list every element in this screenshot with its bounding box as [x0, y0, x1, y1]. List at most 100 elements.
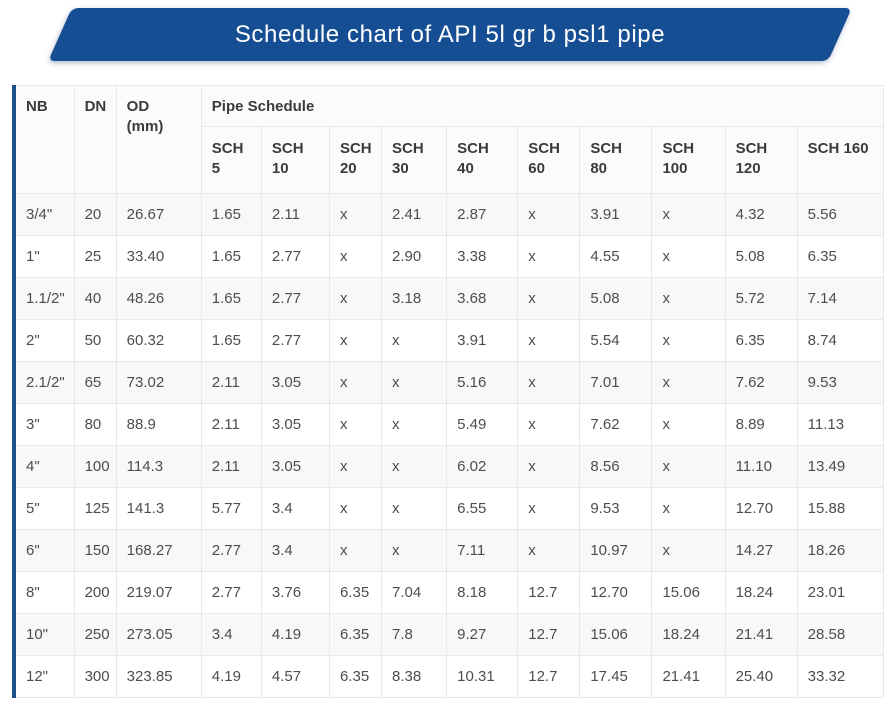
table-cell: 4.19 [260, 613, 330, 656]
table-cell: 10.31 [446, 655, 519, 698]
column-header-pipe-schedule: Pipe Schedule [200, 85, 885, 127]
table-cell: 2.77 [200, 571, 262, 614]
table-cell: 8.89 [724, 403, 798, 446]
table-cell: 3.38 [446, 235, 519, 278]
table-cell: 17.45 [579, 655, 653, 698]
table-cell: 33.40 [115, 235, 202, 278]
table-cell: 5.54 [579, 319, 653, 362]
table-cell: 7.62 [724, 361, 798, 404]
table-cell: 26.67 [115, 193, 202, 236]
column-header-sch: SCH 10 [260, 126, 330, 194]
table-row: 3/4" 20 26.67 1.65 2.11 x 2.41 2.87 x 3.91 x 4.32 5.… [13, 193, 885, 236]
table-cell: x [328, 235, 383, 278]
table-cell: 8.38 [381, 655, 448, 698]
table-cell: x [517, 277, 581, 320]
table-cell: x [517, 529, 581, 572]
table-cell: 7.11 [446, 529, 519, 572]
table-cell: x [328, 529, 383, 572]
table-cell: 5.77 [200, 487, 262, 530]
table-row: 8" 200 219.07 2.77 3.76 6.35 7.04 8.18 12.7 12.70… [13, 571, 885, 614]
title-banner: Schedule chart of API 5l gr b psl1 pipe [0, 4, 890, 64]
table-cell: 10.97 [579, 529, 653, 572]
table-cell: 12" [13, 655, 75, 698]
table-cell: x [328, 487, 383, 530]
table-cell: 13.49 [796, 445, 885, 488]
table-cell: 11.10 [724, 445, 798, 488]
table-cell: 5" [13, 487, 75, 530]
table-cell: 3.91 [446, 319, 519, 362]
table-header: NB DN OD (mm) Pipe Schedule SCH 5 SCH 10 S… [13, 85, 885, 194]
table-cell: 6.35 [328, 571, 383, 614]
table-cell: x [651, 445, 726, 488]
table-cell: 14.27 [724, 529, 798, 572]
table-cell: x [651, 235, 726, 278]
table-cell: x [517, 361, 581, 404]
column-header-sch: SCH 160 [796, 126, 885, 194]
table-cell: 9.53 [796, 361, 885, 404]
table-row: 5" 125 141.3 5.77 3.4 x x 6.55 x 9.53 x 12.70 15.88 [13, 487, 885, 530]
table-cell: x [328, 319, 383, 362]
table-cell: x [651, 319, 726, 362]
table-cell: x [651, 529, 726, 572]
table-cell: 219.07 [115, 571, 202, 614]
table-cell: x [651, 487, 726, 530]
table-cell: 12.7 [517, 655, 581, 698]
table-cell: 150 [73, 529, 117, 572]
table-cell: x [517, 487, 581, 530]
table-cell: 1.1/2" [13, 277, 75, 320]
table-cell: 8.56 [579, 445, 653, 488]
table-cell: 5.16 [446, 361, 519, 404]
column-header-sch: SCH 100 [651, 126, 726, 194]
table-cell: 12.7 [517, 613, 581, 656]
table-cell: 3.76 [260, 571, 330, 614]
table-cell: 7.04 [381, 571, 448, 614]
table-cell: 15.06 [579, 613, 653, 656]
table-cell: 4.32 [724, 193, 798, 236]
table-cell: 18.24 [651, 613, 726, 656]
table-row: 1.1/2" 40 48.26 1.65 2.77 x 3.18 3.68 x 5.08 x 5.72… [13, 277, 885, 320]
table-cell: 3" [13, 403, 75, 446]
table-cell: 12.70 [724, 487, 798, 530]
od-label: OD [126, 98, 150, 115]
table-cell: 114.3 [115, 445, 202, 488]
table-cell: 1" [13, 235, 75, 278]
table-cell: 250 [73, 613, 117, 656]
table-cell: 8.74 [796, 319, 885, 362]
table-cell: 28.58 [796, 613, 885, 656]
table-cell: 12.7 [517, 571, 581, 614]
table-cell: 200 [73, 571, 117, 614]
table-cell: 48.26 [115, 277, 202, 320]
table-cell: 1.65 [200, 319, 262, 362]
table-cell: x [651, 277, 726, 320]
table-row: 12" 300 323.85 4.19 4.57 6.35 8.38 10.31 12.7 17.… [13, 655, 885, 698]
table-cell: x [517, 445, 581, 488]
table-cell: 3.68 [446, 277, 519, 320]
table-cell: 2.11 [200, 361, 262, 404]
table-cell: 8.18 [446, 571, 519, 614]
table-cell: x [517, 193, 581, 236]
table-cell: 4.55 [579, 235, 653, 278]
column-header-sch: SCH 40 [446, 126, 519, 194]
table-cell: 3.05 [260, 361, 330, 404]
table-cell: x [381, 445, 448, 488]
table-cell: 7.14 [796, 277, 885, 320]
table-cell: 2.77 [260, 235, 330, 278]
table-cell: 80 [73, 403, 117, 446]
table-cell: 5.08 [724, 235, 798, 278]
table-cell: 40 [73, 277, 117, 320]
table-cell: 6" [13, 529, 75, 572]
table-cell: 273.05 [115, 613, 202, 656]
table-cell: 25.40 [724, 655, 798, 698]
table-cell: 1.65 [200, 235, 262, 278]
table-cell: 2.11 [260, 193, 330, 236]
table-cell: 5.08 [579, 277, 653, 320]
table-cell: x [651, 403, 726, 446]
table-cell: x [651, 193, 726, 236]
table-cell: 3.4 [260, 529, 330, 572]
table-cell: 15.88 [796, 487, 885, 530]
table-cell: 6.35 [724, 319, 798, 362]
page-title: Schedule chart of API 5l gr b psl1 pipe [234, 20, 666, 48]
table-cell: 3.4 [260, 487, 330, 530]
table-cell: 7.62 [579, 403, 653, 446]
